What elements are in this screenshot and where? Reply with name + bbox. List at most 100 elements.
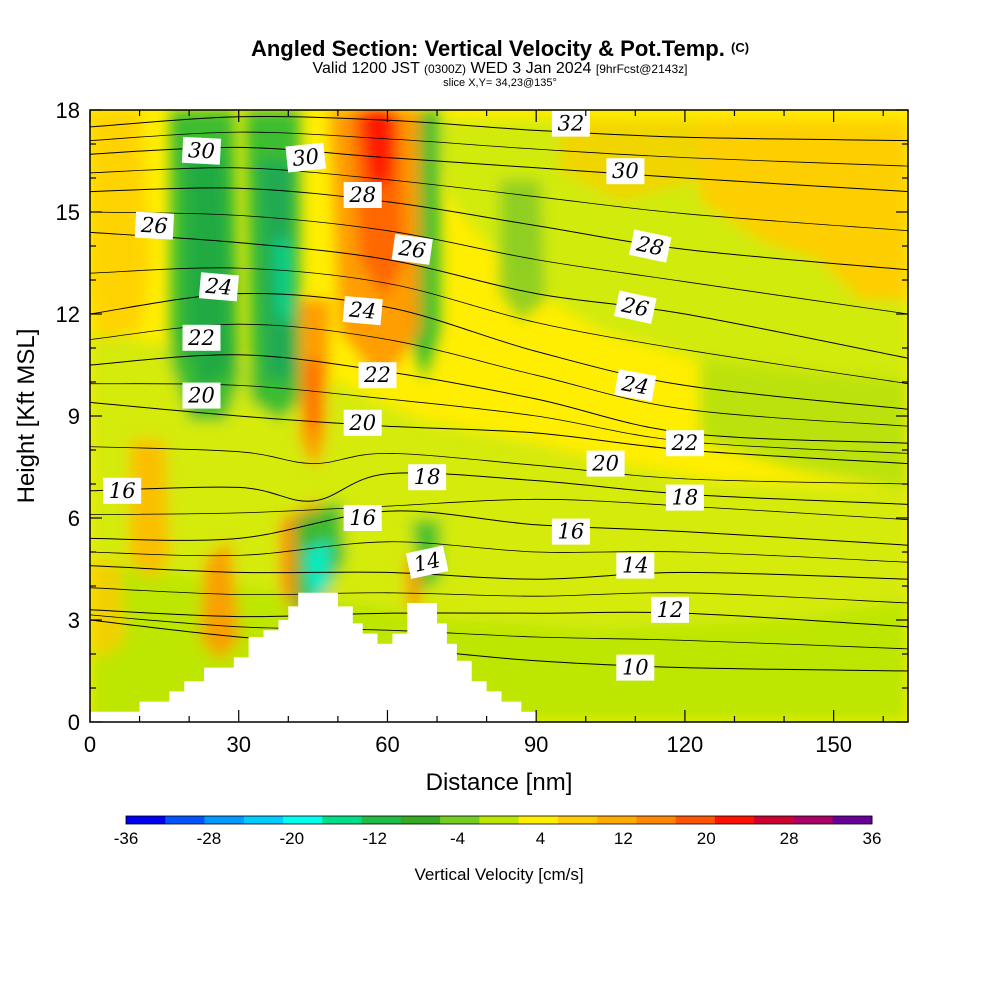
contour-label-text: 14 <box>622 554 649 578</box>
contour-label: 18 <box>408 464 447 491</box>
y-axis-label: Height [Kft MSL] <box>13 329 40 504</box>
contour-label: 16 <box>343 505 382 531</box>
x-tick-label: 60 <box>375 732 399 757</box>
isentrope-intermediate <box>90 446 908 485</box>
contour-label: 20 <box>343 409 382 436</box>
contour-label-text: 30 <box>188 138 216 163</box>
y-tick-label: 9 <box>68 404 80 429</box>
colorbar-tick-label: 36 <box>863 829 882 848</box>
colorbar-tick-label: 28 <box>780 829 799 848</box>
isentrope-intermediate <box>90 383 908 454</box>
contour-label-box <box>103 477 142 504</box>
contour-label: 22 <box>182 324 221 351</box>
x-axis: 0 30 60 90 120 150 <box>84 110 884 757</box>
colorbar-swatch <box>518 816 559 824</box>
valid-utc: (0300Z) <box>424 62 467 76</box>
contour-label-box <box>134 211 175 240</box>
contour-label-box <box>551 110 590 137</box>
contour-label-text: 30 <box>612 159 639 183</box>
isentrope-10 <box>90 619 908 672</box>
contour-label: 26 <box>391 233 433 265</box>
colorbar-swatch <box>322 816 363 824</box>
contour-label-text: 20 <box>348 411 376 435</box>
contour-label: 10 <box>616 654 655 681</box>
contour-label-box <box>285 142 326 173</box>
contour-label-box <box>342 295 383 326</box>
contour-label-box <box>391 233 433 265</box>
contour-label: 28 <box>628 229 672 263</box>
contour-label: 28 <box>343 182 382 208</box>
contour-label-text: 26 <box>396 236 427 264</box>
contour-label-box <box>551 518 590 545</box>
colorbar-swatch <box>440 816 480 824</box>
isentrope-intermediate <box>90 614 908 650</box>
colorbar-swatch <box>283 816 323 824</box>
contour-label: 16 <box>551 518 590 545</box>
x-tick-label: 0 <box>84 732 96 757</box>
contour-label-box <box>198 272 239 302</box>
contour-label: 16 <box>103 477 142 504</box>
valid-date: WED 3 Jan 2024 <box>470 60 592 77</box>
isentrope-intermediate <box>90 541 908 563</box>
colorbar-swatch <box>832 816 873 824</box>
contour-label: 20 <box>586 450 625 477</box>
x-tick-label: 150 <box>815 732 852 757</box>
contour-label-box <box>408 464 447 491</box>
x-tick-label: 90 <box>524 732 548 757</box>
isentrope-14 <box>90 565 908 580</box>
contour-label: 14 <box>405 545 449 579</box>
contour-label-box <box>606 158 645 185</box>
isentrope-intermediate <box>90 587 908 604</box>
contour-label-box <box>586 450 625 477</box>
contour-label: 22 <box>665 430 704 457</box>
x-axis-label: Distance [nm] <box>426 769 573 796</box>
contour-label-text: 20 <box>187 384 215 408</box>
contour-label: 26 <box>614 290 657 324</box>
valid-fcst: [9hrFcst@2143z] <box>595 62 688 76</box>
contour-label-box <box>665 484 704 511</box>
isentrope-26 <box>90 231 908 359</box>
contour-label-box <box>651 596 689 623</box>
contour-label-text: 32 <box>558 112 585 136</box>
contour-label-text: 16 <box>558 520 585 544</box>
contour-label-text: 22 <box>187 326 215 350</box>
x-tick-label: 30 <box>226 732 250 757</box>
contour-label-box <box>405 545 449 579</box>
contour-label-text: 14 <box>412 548 443 577</box>
colorbar-swatch <box>557 816 598 824</box>
colorbar-swatch <box>597 816 637 824</box>
isentrope-intermediate <box>90 211 908 315</box>
contour-label-box <box>343 182 382 208</box>
colorbar-tick-label: -12 <box>362 829 387 848</box>
colorbar-swatch <box>204 816 245 824</box>
contour-labels: 30 30 26 28 26 32 30 28 24 24 26 22 22 24 20 20 20 22 16 18… <box>103 110 704 681</box>
contour-label: 12 <box>651 596 689 623</box>
contour-label: 24 <box>342 295 383 326</box>
contour-label-box <box>616 654 655 681</box>
colorbar-swatch <box>714 816 755 824</box>
contour-label-box <box>343 505 382 531</box>
colorbar-tick-label: -36 <box>114 829 139 848</box>
colorbar-frame <box>125 815 873 825</box>
velocity-field <box>90 110 908 722</box>
contour-label-text: 22 <box>363 363 391 387</box>
contour-label: 30 <box>606 158 645 185</box>
colorbar-swatch <box>754 816 794 824</box>
contour-label-text: 20 <box>591 452 619 476</box>
contour-label-box <box>182 382 221 409</box>
contour-label: 30 <box>285 142 326 173</box>
y-tick-label: 18 <box>56 98 80 123</box>
colorbar-tick-label: -28 <box>197 829 222 848</box>
contour-label: 32 <box>551 110 590 137</box>
terrain-profile <box>90 592 537 722</box>
isentrope-intermediate <box>90 131 908 167</box>
contour-label: 20 <box>182 382 221 409</box>
contour-label-box <box>358 362 397 389</box>
contour-label-text: 22 <box>671 431 699 455</box>
y-tick-label: 0 <box>68 710 80 735</box>
colorbar-tick-label: 12 <box>614 829 633 848</box>
contour-label-box <box>614 369 657 402</box>
contour-label-box <box>343 409 382 436</box>
isentrope-intermediate <box>90 323 908 427</box>
